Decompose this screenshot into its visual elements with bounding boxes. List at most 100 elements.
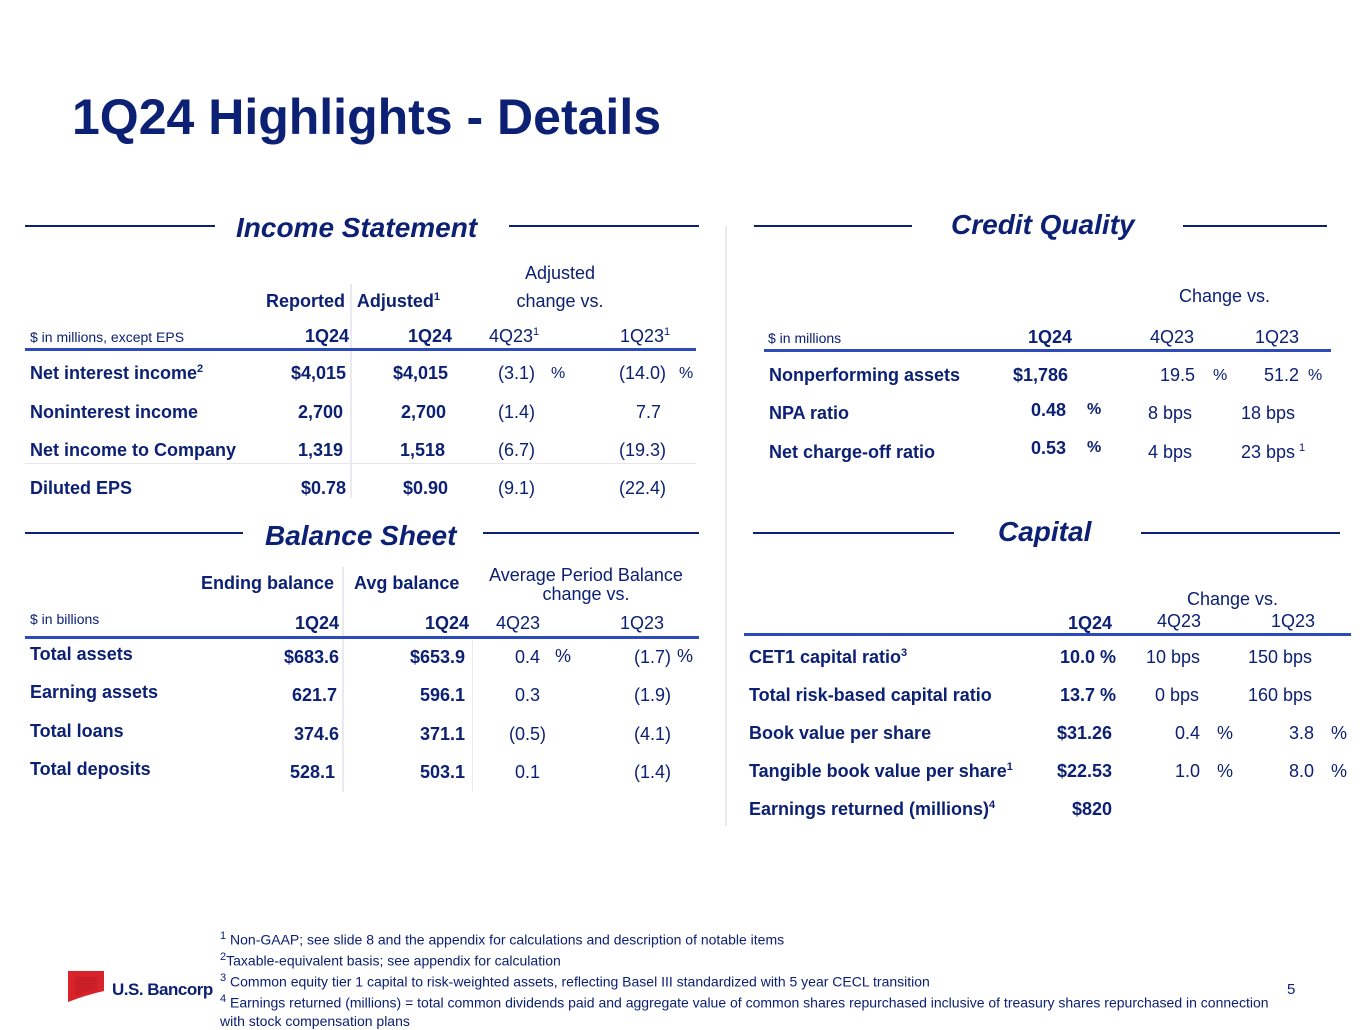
col-header-change: Adjusted (524, 263, 596, 283)
row-label: NPA ratio (769, 403, 850, 423)
reported-value: 1,319 (297, 440, 343, 460)
column-divider (342, 567, 344, 792)
ending-value: $683.6 (283, 647, 339, 667)
footnote: 2Taxable-equivalent basis; see appendix … (220, 951, 561, 969)
row-label: Tangible book value per share1 (749, 761, 1013, 781)
change-4q: (0.5) (509, 724, 547, 744)
section-title: Income Statement (236, 212, 478, 243)
pct-sign: % (677, 646, 694, 666)
reported-value: $4,015 (290, 363, 346, 383)
current-value: $1,786 (1012, 365, 1068, 385)
row-label: Earnings returned (millions)4 (749, 799, 996, 819)
reported-value: 2,700 (297, 402, 343, 422)
period-header: 1Q24 (294, 613, 339, 633)
row-label: Total deposits (30, 759, 151, 779)
section-line-left (753, 532, 954, 534)
section-line-left (25, 532, 243, 534)
section-line-left (754, 225, 912, 227)
header-rule (25, 636, 699, 639)
change-4q: 10 bps (1146, 647, 1201, 667)
header-rule (764, 349, 1331, 352)
change-1q: 150 bps (1248, 647, 1313, 667)
change-1q: 23 bps 1 (1241, 442, 1306, 462)
period-header: 1Q24 (1027, 327, 1072, 347)
header-rule (25, 348, 696, 351)
shield-logo-icon (68, 971, 104, 1002)
col-header-adjusted: Adjusted1 (356, 291, 440, 311)
col-header-reported: Reported (265, 291, 345, 311)
col-header-ending: Ending balance (201, 573, 335, 593)
col-header-change: change vs. (542, 584, 630, 604)
units-label: $ in billions (30, 611, 100, 627)
period-header: 1Q23 (1255, 327, 1300, 347)
pct-sign: % (551, 365, 566, 382)
change-1q: 7.7 (635, 402, 661, 422)
change-4q: 1.0 (1174, 761, 1200, 781)
period-header: 4Q23 (1157, 611, 1202, 631)
section-line-right (483, 532, 699, 534)
change-1q: 51.2 (1263, 365, 1299, 385)
reported-value: $0.78 (300, 478, 346, 498)
col-header-avg: Avg balance (354, 573, 460, 593)
change-4q: (9.1) (498, 478, 536, 498)
change-1q: (19.3) (618, 440, 666, 460)
row-label: Book value per share (749, 723, 932, 743)
row-label: Earning assets (30, 682, 159, 702)
current-value: 0.53 (1030, 438, 1066, 458)
pct-sign: % (1331, 723, 1348, 743)
change-1q: 160 bps (1248, 685, 1313, 705)
change-1q: (1.9) (633, 685, 671, 705)
footnote: 4 Earnings returned (millions) = total c… (220, 993, 1269, 1029)
period-header: 1Q24 (304, 326, 349, 346)
pct-sign: % (1217, 761, 1234, 781)
avg-value: 596.1 (419, 685, 465, 705)
row-label: Nonperforming assets (769, 365, 961, 385)
pct-sign: % (555, 646, 572, 666)
change-1q: (1.7) (633, 647, 671, 667)
period-header: 1Q231 (620, 326, 671, 346)
units-label: $ in millions (768, 330, 842, 346)
units-label: $ in millions, except EPS (30, 329, 185, 345)
period-header: 1Q24 (1067, 613, 1112, 633)
change-4q: 0.3 (515, 685, 541, 705)
page-title: 1Q24 Highlights - Details (72, 89, 662, 145)
period-header: 4Q23 (496, 613, 541, 633)
change-4q: 0 bps (1155, 685, 1200, 705)
current-value: 10.0 % (1059, 647, 1116, 667)
period-header: 1Q24 (424, 613, 469, 633)
period-header: 4Q23 (1150, 327, 1195, 347)
pct-sign: % (679, 365, 694, 382)
pct-sign: % (1217, 723, 1234, 743)
change-4q: 19.5 (1159, 365, 1195, 385)
center-divider (725, 226, 727, 826)
period-header: 1Q24 (407, 326, 452, 346)
ending-value: 528.1 (289, 762, 335, 782)
row-label: Net income to Company (30, 440, 237, 460)
column-divider (472, 640, 473, 792)
change-4q: 0.4 (515, 647, 541, 667)
adjusted-value: 1,518 (399, 440, 445, 460)
ending-value: 374.6 (293, 724, 339, 744)
pct-sign: % (1087, 439, 1102, 456)
row-label: CET1 capital ratio3 (749, 647, 908, 667)
change-4q: 0.4 (1174, 723, 1200, 743)
change-1q: 3.8 (1288, 723, 1314, 743)
footnote: 1 Non-GAAP; see slide 8 and the appendix… (220, 930, 785, 948)
footnotes: 1 Non-GAAP; see slide 8 and the appendix… (220, 928, 1280, 1030)
col-header-change: Average Period Balance (489, 565, 683, 585)
row-label: Total assets (30, 644, 133, 664)
adjusted-value: 2,700 (400, 402, 446, 422)
section-title: Capital (998, 516, 1092, 547)
col-header-change: change vs. (516, 291, 604, 311)
row-label: Total loans (30, 721, 124, 741)
pct-sign: % (1087, 401, 1102, 418)
change-1q: 18 bps (1241, 403, 1296, 423)
change-4q: (1.4) (498, 402, 536, 422)
current-value: $22.53 (1056, 761, 1112, 781)
pct-sign: % (1308, 367, 1323, 384)
change-4q: (3.1) (498, 363, 536, 383)
pct-sign: % (1331, 761, 1348, 781)
period-header: 1Q23 (620, 613, 665, 633)
footnote: 3 Common equity tier 1 capital to risk-w… (220, 972, 930, 990)
current-value: $31.26 (1056, 723, 1112, 743)
